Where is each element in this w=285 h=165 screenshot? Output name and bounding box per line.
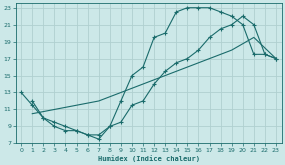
X-axis label: Humidex (Indice chaleur): Humidex (Indice chaleur) — [97, 155, 200, 162]
